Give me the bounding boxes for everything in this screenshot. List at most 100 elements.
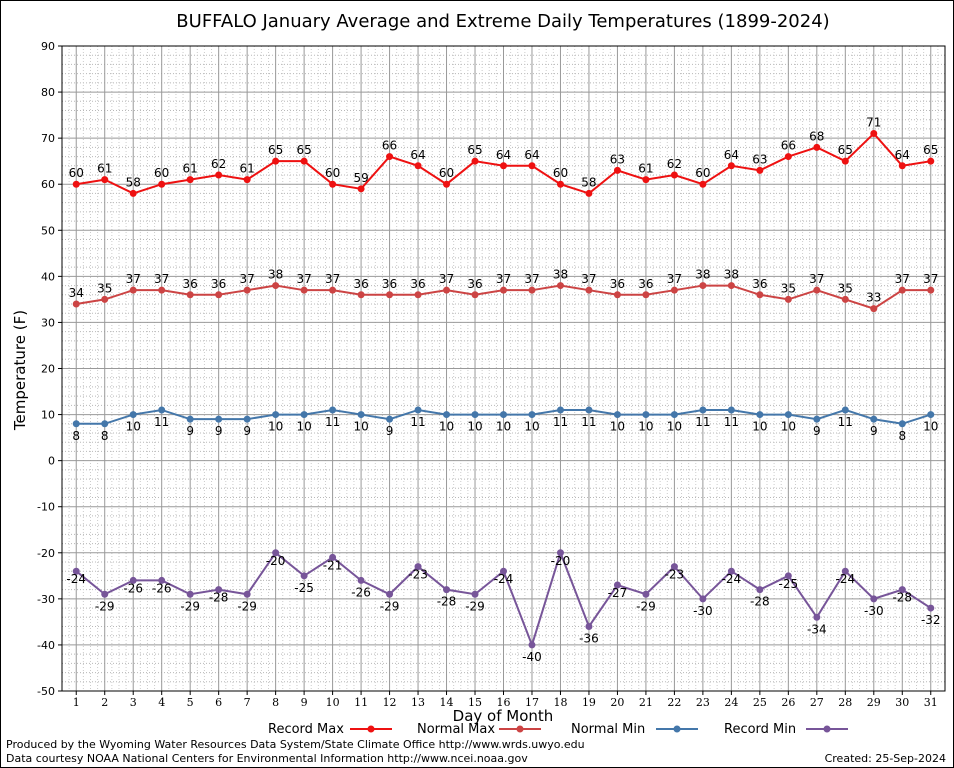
data-point-record-min: [186, 590, 194, 598]
x-tick-label: 25: [753, 696, 767, 709]
data-point-normal-max: [813, 286, 821, 294]
data-point-normal-min: [813, 415, 821, 423]
data-point-normal-min: [129, 411, 137, 419]
data-point-normal-min: [158, 406, 166, 414]
data-point-normal-max: [272, 282, 280, 290]
data-label-normal-min: 11: [695, 415, 710, 429]
data-label-record-max: 71: [866, 116, 881, 130]
data-point-record-max: [471, 157, 479, 165]
data-point-record-max: [670, 171, 678, 179]
data-label-normal-min: 11: [325, 415, 340, 429]
x-tick-label: 21: [639, 696, 653, 709]
data-point-record-max: [272, 157, 280, 165]
data-label-record-min: -40: [522, 650, 542, 664]
data-point-normal-min: [528, 411, 536, 419]
data-point-record-min: [443, 586, 451, 594]
data-label-normal-min: 10: [296, 420, 311, 434]
data-point-normal-max: [329, 286, 337, 294]
data-point-record-max: [699, 180, 707, 188]
data-point-normal-max: [357, 291, 365, 299]
x-tick-label: 12: [383, 696, 397, 709]
data-point-record-max: [158, 180, 166, 188]
y-tick-label: 0: [48, 455, 55, 468]
data-point-normal-min: [186, 415, 194, 423]
data-label-normal-min: 10: [752, 420, 767, 434]
data-label-normal-min: 8: [72, 429, 80, 443]
data-point-normal-min: [642, 411, 650, 419]
data-point-record-min: [699, 595, 707, 603]
data-point-record-min: [357, 576, 365, 584]
data-label-normal-min: 10: [667, 420, 682, 434]
data-point-normal-max: [101, 295, 109, 303]
data-point-normal-min: [443, 411, 451, 419]
data-label-normal-max: 37: [439, 272, 454, 286]
data-label-record-min: -30: [864, 604, 884, 618]
data-point-normal-min: [329, 406, 337, 414]
data-point-normal-max: [500, 286, 507, 294]
x-tick-label: 26: [781, 696, 795, 709]
data-label-normal-max: 35: [97, 281, 112, 295]
y-tick-label: -40: [37, 639, 55, 652]
data-label-normal-min: 10: [439, 420, 454, 434]
x-tick-label: 14: [440, 696, 454, 709]
data-point-record-max: [813, 143, 821, 151]
data-point-record-max: [129, 189, 137, 197]
data-label-normal-min: 10: [781, 420, 796, 434]
data-label-normal-min: 9: [215, 424, 223, 438]
data-label-record-max: 65: [268, 143, 283, 157]
data-label-normal-max: 36: [752, 277, 767, 291]
legend-label-record-max: Record Max: [268, 722, 344, 737]
data-point-record-min: [585, 623, 593, 630]
data-point-normal-min: [357, 411, 365, 419]
data-point-normal-max: [670, 286, 678, 294]
data-label-record-max: 63: [752, 152, 767, 166]
x-tick-label: 4: [158, 696, 165, 709]
data-point-record-max: [556, 180, 564, 188]
data-point-record-min: [642, 590, 650, 598]
x-tick-label: 17: [525, 696, 539, 709]
data-point-normal-min: [300, 411, 308, 419]
x-tick-label: 30: [895, 696, 909, 709]
x-tick-label: 16: [497, 696, 511, 709]
data-label-record-max: 59: [353, 171, 368, 185]
data-point-record-max: [443, 180, 451, 188]
data-point-record-min: [528, 641, 536, 649]
data-label-record-min: -23: [665, 568, 685, 582]
x-tick-label: 29: [867, 696, 881, 709]
data-label-normal-min: 8: [898, 429, 906, 443]
data-label-record-max: 65: [923, 143, 938, 157]
data-label-record-max: 64: [410, 148, 425, 162]
data-point-record-max: [386, 153, 394, 161]
data-label-record-max: 64: [496, 148, 511, 162]
data-point-record-max: [329, 180, 337, 188]
data-label-normal-min: 8: [101, 429, 109, 443]
data-label-record-max: 60: [154, 166, 169, 180]
data-point-record-min: [300, 572, 308, 580]
data-label-normal-min: 11: [553, 415, 568, 429]
data-label-normal-min: 11: [838, 415, 853, 429]
data-label-normal-max: 35: [781, 281, 796, 295]
data-label-record-min: -26: [152, 581, 172, 595]
data-point-record-max: [642, 176, 650, 184]
x-tick-label: 15: [468, 696, 482, 709]
data-label-normal-max: 36: [467, 277, 482, 291]
data-point-record-min: [670, 563, 678, 571]
data-label-record-max: 62: [667, 157, 682, 171]
data-point-normal-min: [243, 415, 251, 423]
data-label-normal-max: 36: [211, 277, 226, 291]
data-point-record-max: [101, 176, 109, 184]
data-label-record-min: -23: [408, 568, 428, 582]
data-label-normal-min: 11: [410, 415, 425, 429]
data-label-normal-max: 37: [667, 272, 682, 286]
data-label-normal-max: 37: [325, 272, 340, 286]
data-point-record-max: [841, 157, 849, 165]
data-label-record-max: 61: [183, 162, 198, 176]
data-label-record-min: -29: [636, 599, 656, 613]
data-label-record-min: -20: [551, 554, 571, 568]
data-point-record-min: [556, 549, 564, 557]
data-label-record-max: 58: [126, 175, 141, 189]
data-point-normal-max: [186, 291, 194, 299]
data-point-normal-min: [613, 411, 621, 419]
data-point-normal-max: [727, 282, 735, 290]
